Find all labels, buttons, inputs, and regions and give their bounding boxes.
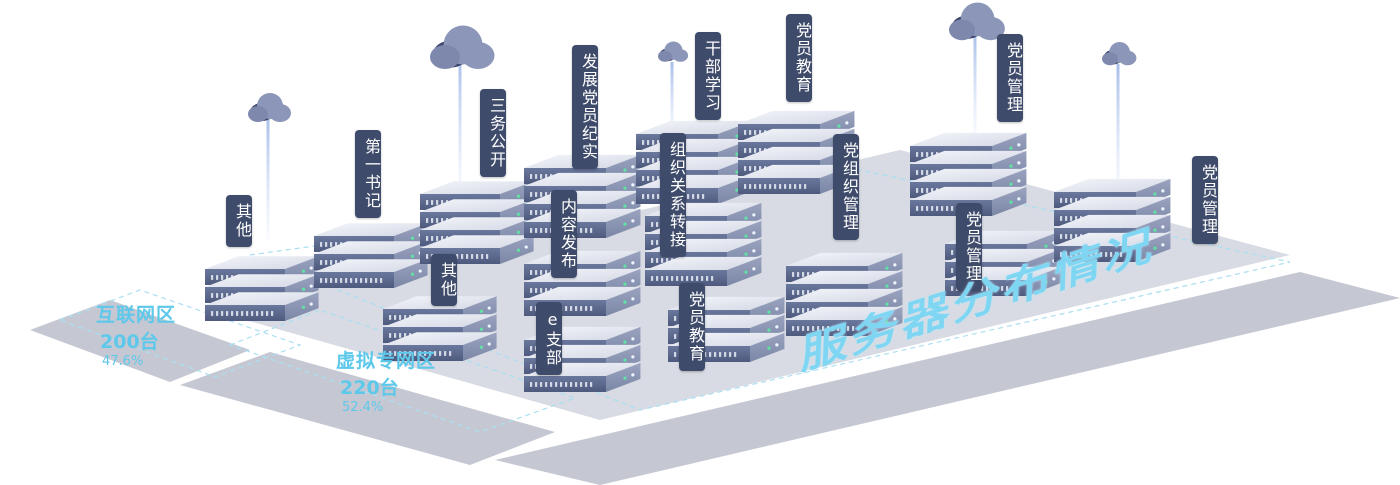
- label-dangyuan-jiaoyu-1: 党员教育: [786, 14, 812, 102]
- cloud-icon: [658, 41, 689, 62]
- platform: [180, 352, 555, 465]
- zone-private-count: 220台: [340, 377, 399, 399]
- label-qita-2: 其他: [431, 254, 457, 306]
- zone-private-percent: 52.4%: [342, 400, 384, 415]
- cloud-beam: [1116, 64, 1120, 200]
- label-ganbu-xuexi: 干部学习: [695, 32, 721, 120]
- server-rack-icon: [786, 252, 903, 336]
- label-dang-zuzhi-guanli: 党组织管理: [833, 134, 859, 240]
- server-rack-icon: [1054, 178, 1171, 262]
- cloud-icon: [949, 2, 1005, 41]
- cloud-beam: [266, 118, 270, 240]
- zone-internet: 互联网区 200台 47.6%: [96, 300, 176, 369]
- server-rack-icon: [738, 110, 855, 194]
- platform: [495, 272, 1400, 485]
- server-rack-icon: [420, 181, 534, 264]
- cloud-icons: [248, 2, 1137, 122]
- zone-internet-count: 200台: [100, 331, 159, 353]
- server-rack-icon: [314, 223, 428, 288]
- label-sanwu-gongkai: 三务公开: [480, 89, 506, 177]
- cloud-icon: [1102, 42, 1137, 66]
- label-dangyuan-guanli-2: 党员管理: [956, 203, 982, 291]
- zone-dashed-borders: [58, 169, 1291, 433]
- zone-border: [228, 309, 577, 433]
- zone-private: 虚拟专网区 220台 52.4%: [336, 346, 436, 415]
- cloud-beam: [973, 32, 977, 140]
- cloud-icon: [248, 93, 291, 122]
- platform: [30, 300, 250, 382]
- label-fazhan-dangyuan: 发展党员纪实: [572, 45, 598, 169]
- server-rack-icon: [205, 256, 319, 321]
- label-dangyuan-jiaoyu-2: 党员教育: [679, 283, 705, 371]
- label-neirong-fabu: 内容发布: [551, 190, 577, 278]
- label-diyi-shuji: 第一书记: [355, 130, 381, 218]
- cloud-icon: [430, 25, 495, 69]
- server-rack-icon: [383, 296, 497, 361]
- server-rack-icon: [910, 132, 1027, 216]
- label-e-zhibu: e支部: [536, 302, 562, 375]
- cloud-beam: [458, 58, 462, 200]
- zone-private-name: 虚拟专网区: [336, 350, 437, 372]
- zone-internet-name: 互联网区: [96, 304, 177, 326]
- zone-border: [247, 169, 1291, 411]
- server-rack-icon: [636, 120, 753, 204]
- cloud-beam: [670, 62, 674, 140]
- zone-border: [58, 289, 302, 378]
- zone-internet-percent: 47.6%: [102, 354, 144, 369]
- label-zuzhi-guanxi: 组织关系转接: [660, 133, 686, 257]
- label-dangyuan-guanli-1: 党员管理: [997, 34, 1023, 122]
- label-dangyuan-guanli-3: 党员管理: [1192, 156, 1218, 244]
- cloud-beams: [266, 32, 1120, 240]
- label-qita-1: 其他: [226, 195, 252, 247]
